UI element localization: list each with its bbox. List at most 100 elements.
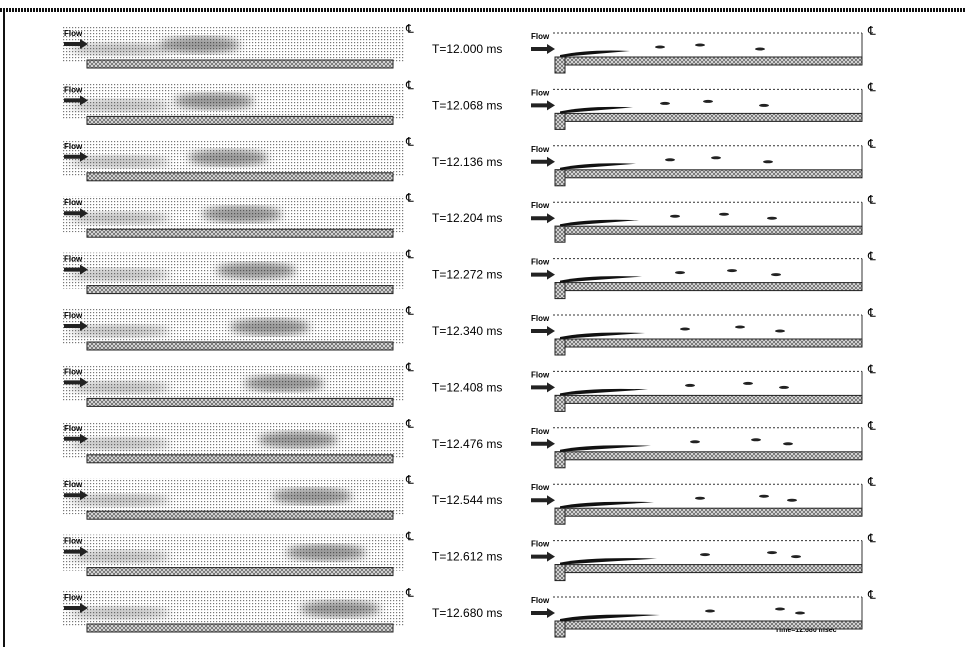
time-label: T=12.068 ms [432,98,502,112]
density-blob [216,263,296,279]
step [555,170,565,186]
vortex-spot [791,555,801,558]
wall-bar [87,229,393,237]
vortex-spot [775,330,785,333]
step [555,57,565,73]
wall-bar [87,116,393,124]
step [555,395,565,411]
vortex-spot [779,386,789,389]
centerline: ℄ [867,306,876,320]
vortex-spot [711,156,721,159]
figure: Time=12.680 msec Flow℄T=12.000 msFlow℄Fl… [0,0,966,647]
step [555,508,565,524]
vortex-spot [719,213,729,216]
flow-label: Flow [531,258,550,267]
vortex-spot [775,608,785,611]
wall-bar [555,226,862,234]
centerline: ℄ [867,532,876,546]
vortex-sheet [560,163,636,170]
centerline: ℄ [405,417,414,431]
centerline: ℄ [867,24,876,38]
vortex-spot [771,273,781,276]
centerline: ℄ [405,473,414,487]
wall-bar [87,60,393,68]
wall-bar [87,511,393,519]
vortex-spot [660,102,670,105]
density-blob [272,488,352,504]
centerline: ℄ [405,78,414,92]
vortex-sheet [560,615,660,622]
vortex-spot [759,495,769,498]
flow-label: Flow [64,198,83,207]
flow-label: Flow [531,88,550,97]
density-blob [286,545,366,561]
centerline: ℄ [405,191,414,205]
vortex-sheet [560,51,630,58]
vortex-spot [703,100,713,103]
step [555,339,565,355]
flow-arrow [531,495,555,505]
vortex-spot [767,551,777,554]
wall-bar [555,283,862,291]
flow-arrow [531,157,555,167]
density-blob [258,432,338,448]
vortex-spot [680,328,690,331]
flow-label: Flow [64,142,83,151]
wall-bar [87,455,393,463]
flow-label: Flow [64,311,83,320]
centerline: ℄ [867,250,876,264]
time-label: T=12.272 ms [432,268,502,282]
centerline: ℄ [867,419,876,433]
centerline: ℄ [867,362,876,376]
density-blob [202,206,282,222]
time-label: T=12.476 ms [432,437,502,451]
vortex-spot [695,44,705,47]
flow-arrow [531,213,555,223]
wall-bar [555,57,862,65]
vortex-spot [690,440,700,443]
time-label: T=12.408 ms [432,380,502,394]
centerline: ℄ [405,530,414,544]
flow-label: Flow [64,480,83,489]
time-label: T=12.680 ms [432,606,502,620]
vortex-spot [787,499,797,502]
vortex-sheet [560,445,651,452]
flow-label: Flow [531,32,550,41]
wall-bar [555,170,862,178]
flow-label: Flow [64,255,83,264]
flow-arrow [531,382,555,392]
vortex-spot [783,442,793,445]
flow-arrow [531,439,555,449]
centerline: ℄ [405,248,414,262]
vortex-spot [655,46,665,49]
step [555,226,565,242]
vortex-sheet [560,107,633,114]
vortex-spot [685,384,695,387]
flow-label: Flow [531,596,550,605]
vortex-spot [743,382,753,385]
centerline: ℄ [867,588,876,602]
step [555,283,565,299]
step [555,452,565,468]
flow-label: Flow [531,483,550,492]
time-label: T=12.340 ms [432,324,502,338]
centerline: ℄ [867,193,876,207]
density-blob [160,37,240,53]
flow-label: Flow [531,145,550,154]
flow-label: Flow [64,29,83,38]
flow-label: Flow [531,540,550,549]
flow-arrow [531,552,555,562]
wall-bar [87,342,393,350]
flow-label: Flow [64,367,83,376]
flow-label: Flow [64,593,83,602]
wall-bar [555,508,862,516]
vortex-spot [705,610,715,613]
wall-bar [87,624,393,632]
vortex-spot [751,438,761,441]
wall-bar [555,621,862,629]
time-label: T=12.000 ms [432,42,502,56]
step [555,621,565,637]
flow-label: Flow [64,537,83,546]
vortex-sheet [560,333,645,340]
centerline: ℄ [405,360,414,374]
